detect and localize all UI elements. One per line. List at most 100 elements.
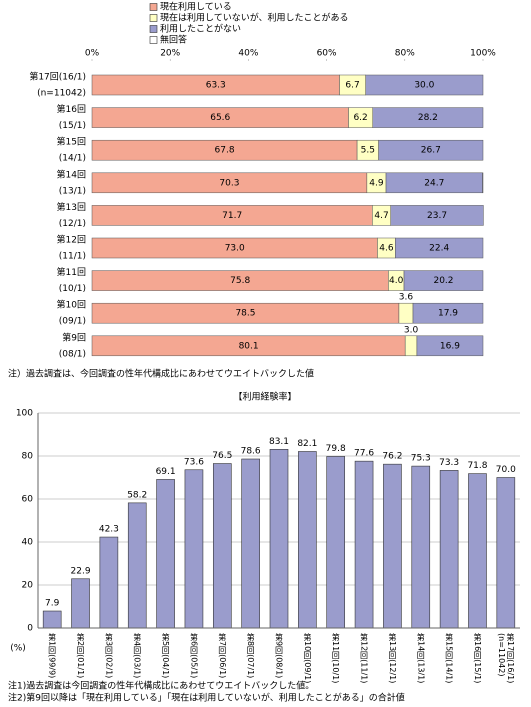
y-tick-label: (10/1) [59, 284, 86, 294]
chart-title: 【利用経験率】 [233, 391, 296, 403]
data-label: 73.3 [439, 458, 459, 468]
bar [269, 449, 289, 629]
x-tick-label: 40% [238, 49, 258, 59]
x-tick-label: 60% [317, 49, 337, 59]
data-label: 5.5 [361, 146, 375, 156]
data-label: 3.0 [404, 325, 419, 335]
x-tick-label: 100% [470, 49, 496, 59]
data-label: 24.7 [424, 178, 444, 188]
x-tick-label: 第17回(16/1) [506, 632, 515, 683]
y-tick-label: 第16回 [57, 103, 86, 115]
y-tick-label: 80 [22, 452, 34, 462]
bar [468, 473, 487, 629]
y-tick-label: (11/1) [59, 252, 86, 262]
legend-swatch [149, 25, 158, 33]
data-label: 3.6 [399, 293, 414, 303]
data-label: 30.0 [414, 81, 434, 91]
data-label: 22.4 [429, 244, 449, 254]
note: 注）過去調査は、今回調査の性年代構成比にあわせてウエイトバックした値 [8, 368, 314, 380]
y-tick-label: 40 [22, 538, 34, 548]
data-label: 78.6 [241, 447, 261, 457]
x-tick-label: 第13回(12/1) [388, 632, 397, 683]
data-label: 70.3 [219, 178, 239, 188]
bar [127, 502, 147, 629]
y-tick-label: 60 [22, 495, 34, 505]
legend-label: 現在は利用していないが、利用したことがある [160, 12, 349, 24]
x-tick-label: 第1回(99/9) [48, 632, 57, 678]
bar [383, 463, 402, 629]
data-label: 80.1 [239, 341, 259, 351]
x-tick-label: 第6回(05/1) [189, 632, 198, 678]
bar-segment [378, 139, 484, 161]
data-label: 78.5 [235, 309, 255, 319]
y-tick-label: 100 [16, 409, 33, 419]
y-tick-label: (15/1) [59, 121, 86, 131]
y-tick-label: 20 [22, 581, 34, 591]
data-label: 22.9 [71, 566, 91, 576]
bar [212, 463, 232, 629]
data-label: 63.3 [206, 81, 226, 91]
data-label: 65.6 [210, 113, 230, 123]
data-label: 4.0 [389, 276, 404, 286]
x-tick-label: 第3回(02/1) [104, 632, 113, 678]
data-label: 75.8 [230, 276, 250, 286]
y-tick-label: 第11回 [57, 266, 86, 278]
x-tick-label: 第12回(11/1) [360, 632, 369, 683]
x-tick-label: 第14回(13/1) [416, 632, 425, 683]
bar [326, 456, 346, 629]
x-tick-label: 第7回(06/1) [218, 632, 227, 678]
bar [241, 458, 260, 629]
bar-segment [365, 74, 484, 96]
data-label: 6.7 [345, 81, 359, 91]
data-label: 4.9 [369, 178, 384, 188]
data-label: 17.9 [438, 309, 458, 319]
legend-swatch [149, 36, 158, 44]
data-label: 7.9 [45, 599, 60, 609]
bar-segment [395, 237, 484, 259]
y-tick-label: (08/1) [59, 349, 86, 359]
x-tick-label: 第5回(04/1) [161, 632, 170, 678]
bar [156, 479, 175, 629]
x-tick-label: 第8回(07/1) [246, 632, 255, 678]
data-label: 73.6 [184, 457, 204, 467]
bar [99, 536, 119, 629]
y-tick-label: 第15回 [57, 136, 86, 148]
bar-segment [390, 205, 484, 226]
data-label: 6.2 [353, 113, 367, 123]
bar [496, 477, 516, 629]
bar [439, 470, 459, 629]
data-label: 82.1 [297, 439, 317, 449]
y-tick-label: 第10回 [57, 299, 86, 311]
y-tick-label: (n=11042) [37, 89, 86, 99]
data-label: 16.9 [440, 341, 460, 351]
data-label: 75.3 [411, 454, 431, 464]
note: 注2)第9回以降は「現在利用している」「現在は利用していないが、利用したことがあ… [8, 692, 405, 704]
bar-segment [416, 335, 484, 357]
x-tick-label: (n=11042) [497, 633, 506, 676]
bar-segment [403, 270, 484, 291]
y-tick-label: 0 [27, 624, 33, 634]
data-label: 71.8 [467, 461, 487, 471]
x-tick-label: 0% [85, 49, 100, 59]
x-tick-label: 20% [160, 49, 180, 59]
data-label: 71.7 [222, 211, 242, 221]
y-tick-label: 第9回 [62, 331, 86, 343]
x-tick-label: 第15回(14/1) [445, 632, 454, 683]
data-label: 70.0 [496, 465, 516, 475]
bar [42, 610, 62, 629]
y-tick-label: (14/1) [59, 154, 86, 164]
data-label: 23.7 [427, 211, 447, 221]
x-tick-label: 第16回(15/1) [473, 632, 482, 683]
data-label: 77.6 [354, 449, 374, 459]
x-tick-label: 第9回(08/1) [275, 632, 284, 678]
data-label: 73.0 [225, 244, 245, 254]
data-label: 79.8 [326, 444, 346, 454]
bar-segment [398, 302, 414, 324]
x-tick-label: 第2回(01/1) [76, 632, 85, 678]
y-tick-label: (09/1) [59, 317, 86, 327]
bar [298, 451, 317, 629]
data-label: 69.1 [156, 467, 176, 477]
legend-label: 無回答 [160, 34, 187, 46]
legend-swatch [149, 14, 158, 22]
